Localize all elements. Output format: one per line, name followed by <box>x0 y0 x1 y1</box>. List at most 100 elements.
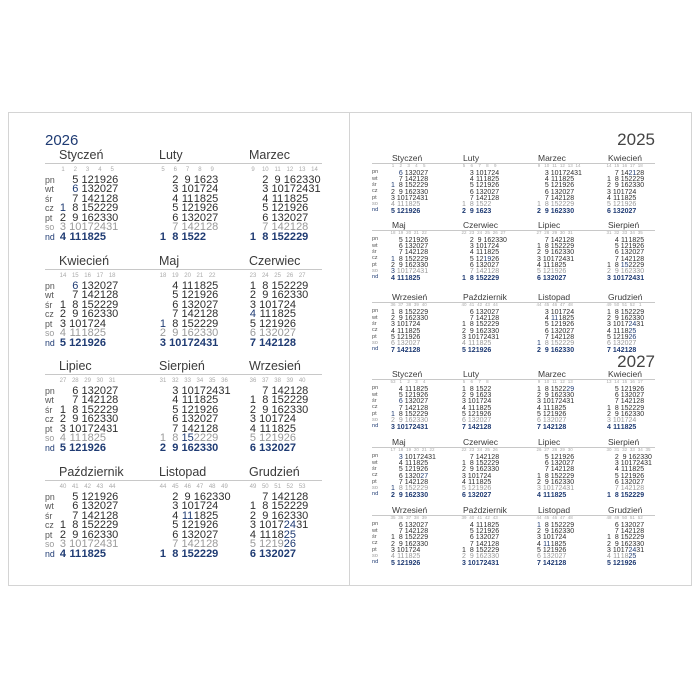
day-cell: 4 <box>59 327 67 339</box>
week-number: 36 <box>249 378 257 384</box>
week-number: 12 <box>559 379 565 385</box>
day-cell: 31 <box>420 423 429 431</box>
day-cell: 3 <box>391 321 395 329</box>
day-cell: 12 <box>620 385 629 393</box>
day-cell: 12 <box>620 242 629 250</box>
day-cell: 15 <box>404 308 413 316</box>
day-cell: 1 <box>462 321 466 329</box>
day-cell: 1 <box>607 404 611 412</box>
day-cell: 25 <box>566 175 575 183</box>
week-number: 48 <box>208 484 216 490</box>
day-cell: 5 <box>544 453 549 461</box>
week-number: 38 <box>413 515 419 521</box>
day-cell: 9 <box>614 540 619 548</box>
day-cell: 19 <box>620 559 629 567</box>
day-cell: 9 <box>469 327 474 335</box>
day-cell: 30 <box>106 413 119 425</box>
day-cell: 9 <box>614 314 619 322</box>
day-cell: 12 <box>612 333 621 341</box>
week-number: 21 <box>413 230 419 236</box>
day-cell: 26 <box>483 346 492 354</box>
month-name: Listopad <box>159 464 207 479</box>
day-cell: 8 <box>172 230 179 243</box>
day-cell: 10 <box>542 485 551 493</box>
day-cell: 25 <box>412 553 421 561</box>
day-cell: 2 <box>59 528 67 541</box>
day-cell: 22 <box>283 279 297 292</box>
day-cell: 6 <box>398 398 403 406</box>
day-cell: 21 <box>558 194 567 202</box>
week-number: 29 <box>552 230 558 236</box>
week-number: 2 <box>407 379 410 385</box>
week-number: 35 <box>645 447 651 453</box>
day-cell: 2 <box>607 268 611 276</box>
weekday-label: so <box>372 484 378 491</box>
day-cell: 17 <box>404 268 413 276</box>
day-cell: 15 <box>404 255 413 263</box>
day-cell: 16 <box>475 553 484 561</box>
day-cell: 3 <box>391 194 395 202</box>
day-cell: 15 <box>620 404 629 412</box>
day-cell: 16 <box>193 173 207 186</box>
day-cell: 5 <box>391 333 395 341</box>
week-number: 26 <box>536 447 542 453</box>
day-cell: 6 <box>172 298 179 311</box>
day-cell: 10 <box>542 534 551 542</box>
day-cell: 13 <box>181 211 194 224</box>
month-divider <box>372 230 655 231</box>
week-number: 18 <box>637 163 643 169</box>
month-name: Luty <box>159 147 183 162</box>
month-name: Lipiec <box>59 358 92 373</box>
week-number: 48 <box>567 302 573 308</box>
day-cell: 8 <box>262 279 269 292</box>
day-cell: 16 <box>620 410 629 418</box>
day-cell: 29 <box>206 432 219 444</box>
day-cell: 28 <box>636 527 645 535</box>
day-cell: 13 <box>542 274 551 282</box>
day-cell: 16 <box>475 207 484 215</box>
day-cell: 30 <box>636 314 645 322</box>
day-cell: 20 <box>483 534 492 542</box>
day-cell: 4 <box>391 327 395 335</box>
day-cell: 7 <box>462 423 466 431</box>
day-cell: 5 <box>537 268 541 276</box>
day-cell: 6 <box>72 384 79 397</box>
weekday-label: wt <box>45 395 54 406</box>
day-cell: 14 <box>271 490 284 503</box>
day-cell: 9 <box>469 466 474 474</box>
day-cell: 26 <box>483 410 492 418</box>
day-cell: 6 <box>544 459 549 467</box>
day-cell: 22 <box>558 340 567 348</box>
day-cell: 12 <box>181 519 194 531</box>
day-cell: 23 <box>412 540 421 548</box>
day-cell: 15 <box>620 491 629 499</box>
day-cell: 19 <box>271 317 284 330</box>
day-cell: 24 <box>420 453 429 461</box>
day-cell: 27 <box>628 340 637 348</box>
day-cell: 25 <box>206 394 219 406</box>
day-cell: 22 <box>628 175 637 183</box>
day-cell: 30 <box>206 327 219 339</box>
week-number: 42 <box>477 302 483 308</box>
day-cell: 16 <box>181 441 194 454</box>
day-cell: 21 <box>628 398 637 406</box>
day-cell: 24 <box>628 321 637 329</box>
day-cell: 31 <box>106 538 119 550</box>
week-number: 19 <box>406 447 412 453</box>
day-cell: 8 <box>469 274 474 282</box>
day-cell: 16 <box>620 182 629 190</box>
day-cell: 8 <box>544 521 549 529</box>
week-number: 27 <box>298 273 306 279</box>
day-cell: 10 <box>612 417 621 425</box>
day-cell: 25 <box>558 261 567 269</box>
day-cell: 23 <box>483 207 492 215</box>
week-number: 49 <box>249 484 257 490</box>
week-number: 24 <box>477 230 483 236</box>
day-cell: 7 <box>262 384 269 397</box>
weekday-label: nd <box>372 559 379 566</box>
day-cell: 19 <box>271 432 284 444</box>
month-name: Sierpień <box>608 219 640 230</box>
day-cell: 28 <box>106 289 119 301</box>
day-cell: 22 <box>283 500 297 512</box>
day-cell: 31 <box>206 336 219 349</box>
